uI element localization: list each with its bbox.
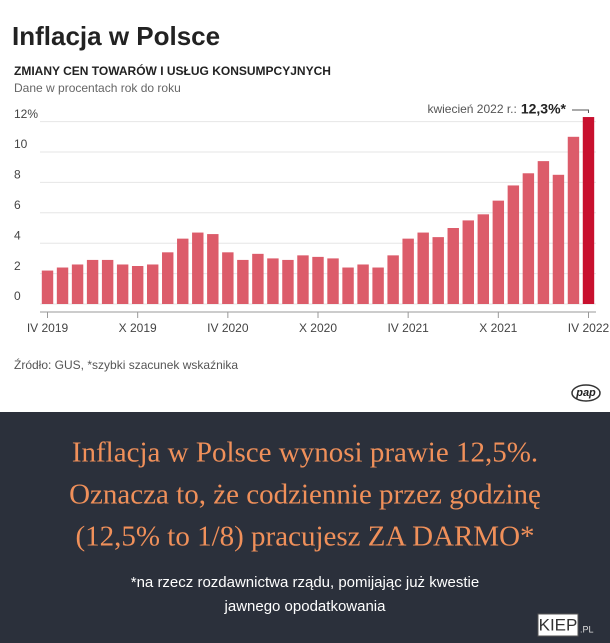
bar [116, 264, 129, 304]
watermark-box [537, 613, 579, 637]
x-tick-label: IV 2021 [387, 321, 429, 335]
bar [537, 161, 550, 304]
watermark-suffix: .PL [580, 624, 594, 634]
bar [207, 234, 219, 304]
caption-note: *na rzecz rozdawnictwa rządu, pomijając … [131, 574, 479, 591]
logo-border [571, 384, 601, 402]
y-tick-label: 8 [14, 168, 21, 182]
chart-subtitle: ZMIANY CEN TOWARÓW I USŁUG KONSUMPCYJNYC… [14, 63, 331, 78]
bar [71, 264, 84, 304]
bar [552, 174, 565, 304]
bar [402, 238, 414, 304]
bar [56, 267, 69, 304]
bar [492, 200, 505, 304]
bar [101, 259, 114, 304]
caption-note: jawnego opodatkowania [224, 598, 387, 615]
bar [567, 136, 580, 304]
bar [252, 253, 264, 304]
bar [417, 232, 429, 304]
caption-line: Inflacja w Polsce wynosi prawie 12,5%. [72, 437, 538, 469]
annotation-text: kwiecień 2022 r.: [427, 102, 516, 116]
x-tick-label: X 2019 [119, 321, 157, 335]
bar [372, 267, 384, 304]
bar [342, 267, 354, 304]
bar [177, 238, 189, 304]
x-tick-label: IV 2020 [207, 321, 249, 335]
y-axis-label: Dane w procentach rok do roku [14, 81, 181, 95]
bar [357, 264, 369, 304]
bar [162, 252, 174, 304]
bar [507, 185, 520, 304]
x-tick-label: X 2020 [299, 321, 337, 335]
bar [146, 264, 159, 304]
chart-title: Inflacja w Polsce [12, 21, 220, 51]
x-tick-label: IV 2019 [27, 321, 69, 335]
bar [237, 259, 249, 304]
y-tick-label: 10 [14, 137, 28, 151]
y-tick-label: 2 [14, 259, 21, 273]
x-tick-label: IV 2022 [568, 321, 610, 335]
bar [192, 232, 204, 304]
bar [522, 173, 535, 304]
bar [41, 270, 54, 304]
caption-line: (12,5% to 1/8) pracujesz ZA DARMO* [75, 521, 534, 553]
bar [267, 258, 279, 304]
bar [447, 228, 459, 304]
source: Źródło: GUS, *szybki szacunek wskaźnika [14, 357, 238, 372]
caption-background [0, 412, 610, 643]
bar [582, 117, 595, 304]
y-tick-label: 12% [14, 107, 38, 121]
bar [477, 214, 490, 304]
annotation-leader [572, 109, 589, 114]
bar [327, 258, 339, 304]
bar [387, 255, 399, 304]
bar [131, 266, 144, 304]
bar [282, 259, 294, 304]
bar [222, 252, 234, 304]
bar [86, 259, 99, 304]
annotation-value: 12,3%* [521, 101, 567, 117]
y-tick-label: 4 [14, 228, 21, 242]
logo: pap [575, 387, 596, 399]
bar [312, 256, 324, 304]
bar [462, 220, 474, 304]
x-tick-label: X 2021 [479, 321, 517, 335]
y-tick-label: 6 [14, 198, 21, 212]
bar [432, 237, 444, 304]
y-tick-label: 0 [14, 289, 21, 303]
watermark: KIEP [539, 615, 578, 634]
bar [297, 255, 309, 304]
caption-line: Oznacza to, że codziennie przez godzinę [69, 479, 541, 511]
